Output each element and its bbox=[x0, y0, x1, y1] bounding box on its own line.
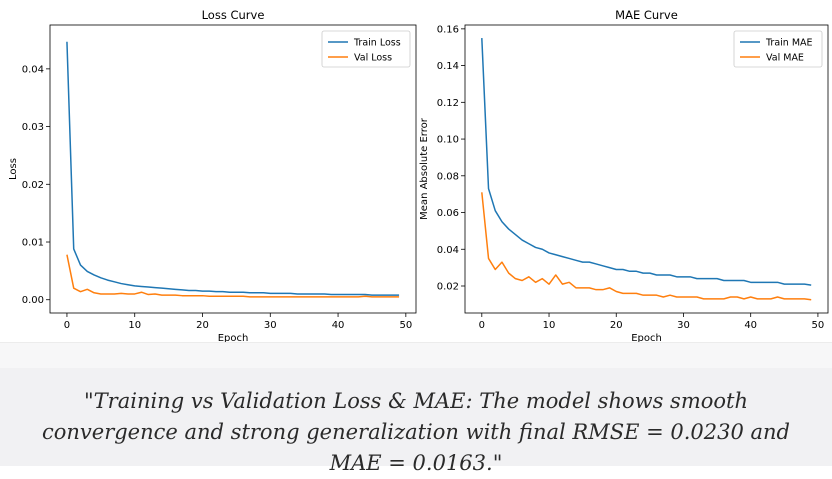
chart-title: MAE Curve bbox=[615, 8, 678, 22]
x-tick-label: 20 bbox=[610, 320, 623, 331]
chart-title: Loss Curve bbox=[202, 8, 265, 22]
y-tick-label: 0.02 bbox=[22, 180, 44, 191]
y-tick-label: 0.04 bbox=[437, 245, 459, 256]
y-tick-label: 0.14 bbox=[437, 61, 459, 72]
y-axis-label: Loss bbox=[8, 158, 19, 180]
legend-label: Train MAE bbox=[765, 38, 813, 49]
legend-box bbox=[321, 30, 411, 68]
training-curves-figure: 0 10 20 30 40 50 0.00 0.01 0.02 0.03 0.04 Loss Curv… bbox=[8, 8, 829, 344]
y-tick-label: 0.01 bbox=[22, 238, 44, 249]
x-tick-label: 0 bbox=[479, 320, 485, 331]
x-tick-label: 10 bbox=[128, 320, 141, 331]
chart-panel-0: 0 10 20 30 40 50 0.00 0.01 0.02 0.03 0.04 Loss Curv… bbox=[8, 8, 417, 344]
figure-caption: "Training vs Validation Loss & MAE: The … bbox=[0, 368, 832, 475]
charts-svg: 0 10 20 30 40 50 0.00 0.01 0.02 0.03 0.04 Loss Curv… bbox=[8, 8, 829, 344]
series-line-1 bbox=[66, 254, 400, 298]
legend-label: Train Loss bbox=[353, 38, 401, 49]
x-tick-label: 20 bbox=[196, 320, 209, 331]
legend: Train MAE Val MAE bbox=[733, 30, 823, 68]
legend-box bbox=[733, 30, 823, 68]
y-tick-label: 0.08 bbox=[437, 171, 459, 182]
y-tick-label: 0.03 bbox=[22, 122, 44, 133]
plot-frame bbox=[464, 24, 829, 314]
x-tick-label: 40 bbox=[332, 320, 345, 331]
y-tick-label: 0.06 bbox=[437, 208, 459, 219]
x-tick-label: 50 bbox=[812, 320, 825, 331]
legend-label: Val MAE bbox=[766, 53, 804, 64]
y-tick-label: 0.02 bbox=[437, 282, 459, 293]
x-tick-label: 10 bbox=[543, 320, 556, 331]
caption-separator bbox=[0, 342, 832, 369]
x-tick-label: 40 bbox=[744, 320, 757, 331]
series-line-0 bbox=[66, 41, 400, 296]
series-line-0 bbox=[481, 38, 812, 286]
x-axis-label: Epoch bbox=[218, 333, 249, 342]
y-tick-label: 0.10 bbox=[437, 135, 459, 146]
plot-frame bbox=[49, 24, 417, 314]
y-tick-label: 0.16 bbox=[437, 24, 459, 35]
series-line-1 bbox=[481, 192, 812, 301]
x-tick-label: 0 bbox=[64, 320, 70, 331]
y-axis-label: Mean Absolute Error bbox=[419, 117, 430, 220]
chart-panel-1: 0 10 20 30 40 50 0.02 0.04 0.06 0.08 0.10 0.12 0.14 0… bbox=[419, 8, 829, 344]
legend: Train Loss Val Loss bbox=[321, 30, 411, 68]
x-axis-label: Epoch bbox=[631, 333, 662, 342]
x-tick-label: 30 bbox=[677, 320, 690, 331]
y-tick-label: 0.12 bbox=[437, 98, 459, 109]
x-tick-label: 50 bbox=[399, 320, 412, 331]
y-tick-label: 0.00 bbox=[22, 295, 44, 306]
legend-label: Val Loss bbox=[354, 53, 392, 64]
x-tick-label: 30 bbox=[264, 320, 277, 331]
y-tick-label: 0.04 bbox=[22, 64, 44, 75]
